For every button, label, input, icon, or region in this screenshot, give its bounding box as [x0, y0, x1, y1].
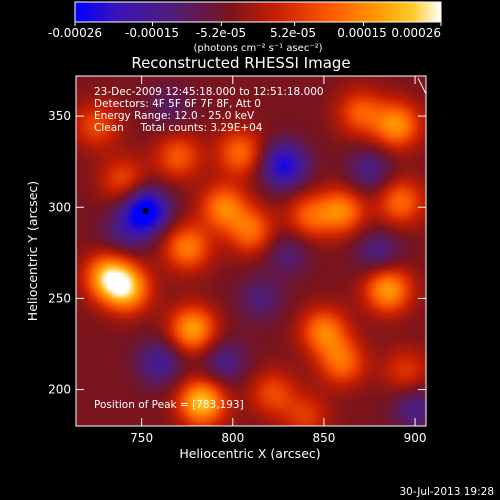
colorbar-tick-label: 5.2e-05	[270, 26, 316, 40]
plot-area: 750 800 850 900 200 250 300 350	[48, 75, 427, 445]
peak-position-label: Position of Peak = [783,193]	[94, 399, 244, 411]
colorbar-tick-label: -5.2e-05	[196, 26, 246, 40]
colorbar-tick-label: 0.00026	[391, 26, 441, 40]
colorbar-tick-label: -0.00015	[125, 26, 179, 40]
x-tick-label: 800	[221, 431, 244, 445]
x-tick-label: 900	[404, 431, 427, 445]
plot-frame	[75, 75, 427, 427]
y-tick-label: 350	[48, 109, 71, 123]
observation-annotations: 23-Dec-2009 12:45:18.000 to 12:51:18.000…	[94, 86, 324, 411]
limb-marker-icon	[417, 77, 427, 95]
x-tick-label: 850	[312, 431, 335, 445]
annotation-energy-range: Energy Range: 12.0 - 25.0 keV	[94, 110, 255, 122]
y-tick-label: 250	[48, 291, 71, 305]
heatmap-image	[76, 76, 426, 426]
y-axis-title: Heliocentric Y (arcsec)	[25, 181, 40, 321]
x-axis-title: Heliocentric X (arcsec)	[179, 446, 320, 461]
colorbar: -0.00026 -0.00015 -5.2e-05 5.2e-05 0.000…	[48, 1, 442, 54]
colorbar-gradient	[74, 1, 442, 23]
axis-ticks	[76, 76, 426, 426]
colorbar-tick-label: 0.00015	[337, 26, 387, 40]
chart-title: Reconstructed RHESSI Image	[131, 54, 350, 72]
annotation-time-range: 23-Dec-2009 12:45:18.000 to 12:51:18.000	[94, 86, 324, 98]
colorbar-ticks	[74, 22, 442, 26]
colorbar-tick-label: -0.00026	[48, 26, 102, 40]
y-tick-label: 200	[48, 383, 71, 397]
axis-tick-labels: 750 800 850 900 200 250 300 350	[48, 109, 426, 445]
annotation-method-counts: Clean Total counts: 3.29E+04	[94, 122, 263, 134]
annotation-detectors: Detectors: 4F 5F 6F 7F 8F, Att 0	[94, 98, 261, 110]
y-tick-label: 300	[48, 200, 71, 214]
colorbar-units-label: (photons cm⁻² s⁻¹ asec⁻²)	[193, 43, 322, 54]
footer-timestamp: 30-Jul-2013 19:28	[399, 486, 494, 498]
x-tick-label: 750	[130, 431, 153, 445]
